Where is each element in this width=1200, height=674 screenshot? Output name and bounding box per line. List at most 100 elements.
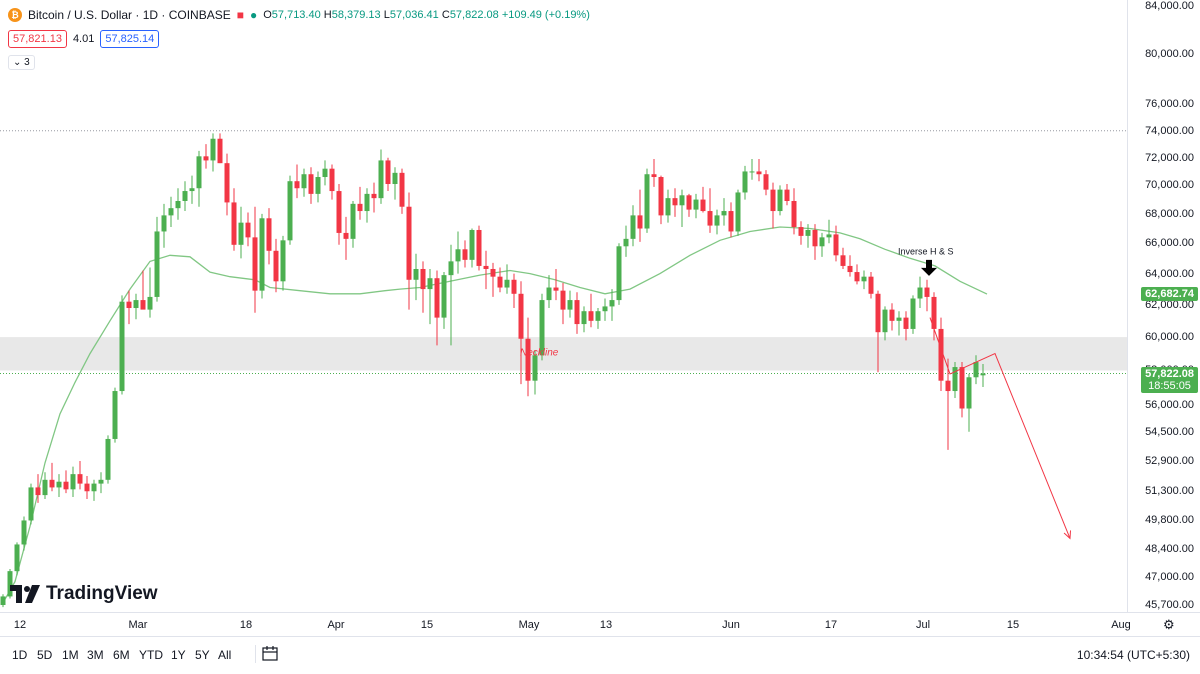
- candle-21: [147, 267, 153, 318]
- candle-38: [266, 208, 272, 265]
- range-button-1d[interactable]: 1D: [12, 648, 28, 662]
- candle-body: [805, 229, 811, 236]
- candle-8: [56, 474, 62, 498]
- candle-body: [392, 172, 398, 185]
- candle-133: [931, 292, 937, 341]
- range-button-3m[interactable]: 3M: [87, 648, 104, 662]
- candle-31: [217, 133, 223, 164]
- candle-35: [245, 212, 251, 247]
- candle-body: [658, 177, 664, 216]
- candle-body: [154, 231, 160, 297]
- candle-139: [973, 355, 979, 385]
- candle-body: [462, 249, 468, 260]
- ohlc-open: 57,713.40: [271, 9, 321, 21]
- candle-54: [378, 149, 384, 204]
- range-button-5y[interactable]: 5Y: [195, 648, 210, 662]
- candle-25: [175, 188, 181, 220]
- candle-body: [518, 293, 524, 339]
- candle-body: [434, 278, 440, 318]
- spread-value: 4.01: [72, 33, 95, 45]
- candle-122: [854, 264, 860, 285]
- range-button-6m[interactable]: 6M: [113, 648, 130, 662]
- candle-118: [826, 219, 832, 244]
- symbol-legend: ₿ Bitcoin / U.S. Dollar · 1D · COINBASE …: [8, 6, 590, 24]
- time-axis[interactable]: ⚙ 12 Mar 18 Apr 15 May 13 Jun 17 Jul 15 Aug: [0, 612, 1200, 636]
- candle-body: [763, 174, 769, 190]
- candle-79: [553, 268, 559, 301]
- time-tick: Mar: [128, 619, 148, 631]
- range-button-1m[interactable]: 1M: [62, 648, 79, 662]
- ohlc-change: +109.49 (+0.19%): [501, 9, 590, 21]
- candle-5: [35, 474, 41, 503]
- date-range-picker-icon[interactable]: [255, 645, 278, 663]
- price-tick: 84,000.00: [1145, 0, 1194, 12]
- ohlc-values: O57,713.40 H58,379.13 L57,036.41 C57,822…: [263, 9, 590, 21]
- price-axis[interactable]: 84,000.00 80,000.00 76,000.00 74,000.00 72,0…: [1127, 0, 1200, 612]
- candle-body: [413, 268, 419, 280]
- settings-gear-icon[interactable]: ⚙: [1163, 617, 1175, 632]
- market-status-icon[interactable]: ●: [249, 8, 258, 22]
- candle-body: [147, 296, 153, 310]
- candle-39: [273, 238, 279, 293]
- candle-129: [903, 311, 909, 341]
- indicators-toggle[interactable]: ⌄ 3: [8, 55, 35, 70]
- candle-83: [581, 306, 587, 333]
- time-tick: 15: [420, 619, 434, 631]
- candle-55: [385, 157, 391, 192]
- ohlc-high: 58,379.13: [331, 9, 381, 21]
- candle-body: [924, 287, 930, 297]
- ask-price-button[interactable]: 57,825.14: [100, 30, 160, 48]
- candle-body: [742, 171, 748, 193]
- price-tick: 74,000.00: [1145, 124, 1194, 137]
- clock-timezone[interactable]: 10:34:54 (UTC+5:30): [1077, 648, 1190, 662]
- candle-16: [112, 387, 118, 443]
- ma-price-label: 62,682.74: [1141, 287, 1198, 302]
- candle-102: [714, 209, 720, 235]
- candle-body: [903, 317, 909, 329]
- candle-127: [889, 303, 895, 331]
- candle-body: [378, 160, 384, 199]
- candle-98: [686, 193, 692, 217]
- candle-body: [427, 278, 433, 290]
- bid-price-button[interactable]: 57,821.13: [8, 30, 67, 48]
- candle-109: [763, 170, 769, 196]
- projection-arrowhead: [1063, 530, 1072, 540]
- candle-37: [259, 213, 265, 299]
- candle-13: [91, 479, 97, 501]
- candle-body: [35, 487, 41, 496]
- candle-41: [287, 175, 293, 245]
- ohlc-high-key: H: [323, 9, 332, 21]
- price-chart[interactable]: Neckline Inverse H & S: [0, 0, 1127, 612]
- candle-body: [728, 211, 734, 232]
- market-closed-flag-icon[interactable]: ■: [236, 8, 244, 22]
- symbol-title[interactable]: Bitcoin / U.S. Dollar · 1D · COINBASE: [28, 8, 231, 22]
- candle-body: [98, 479, 104, 484]
- candle-123: [861, 270, 867, 290]
- clock-time: 10:34:54: [1076, 648, 1124, 662]
- candle-136: [952, 362, 958, 398]
- candle-body: [791, 200, 797, 228]
- ohlc-close: 57,822.08: [449, 9, 499, 21]
- candle-73: [511, 273, 517, 309]
- range-button-1y[interactable]: 1Y: [171, 648, 186, 662]
- candle-body: [511, 279, 517, 294]
- range-button-ytd[interactable]: YTD: [139, 648, 163, 662]
- candle-30: [210, 133, 216, 172]
- candle-body: [693, 199, 699, 210]
- tradingview-logo[interactable]: TradingView: [10, 583, 158, 605]
- candle-body: [875, 293, 881, 333]
- chart-pane[interactable]: Neckline Inverse H & S ₿ Bitcoin / U.S. D…: [0, 0, 1127, 612]
- candle-76: [532, 350, 538, 395]
- candle-body: [567, 300, 573, 310]
- range-button-5d[interactable]: 5D: [37, 648, 53, 662]
- candle-body: [49, 479, 55, 488]
- candle-96: [672, 188, 678, 217]
- neckline-label: Neckline: [520, 347, 559, 358]
- candle-body: [553, 287, 559, 291]
- bar-countdown: 18:55:05: [1148, 380, 1191, 393]
- candle-11: [77, 461, 83, 490]
- candle-body: [588, 311, 594, 321]
- candle-body: [385, 160, 391, 185]
- range-button-all[interactable]: All: [218, 648, 232, 662]
- pattern-label: Inverse H & S: [898, 247, 954, 257]
